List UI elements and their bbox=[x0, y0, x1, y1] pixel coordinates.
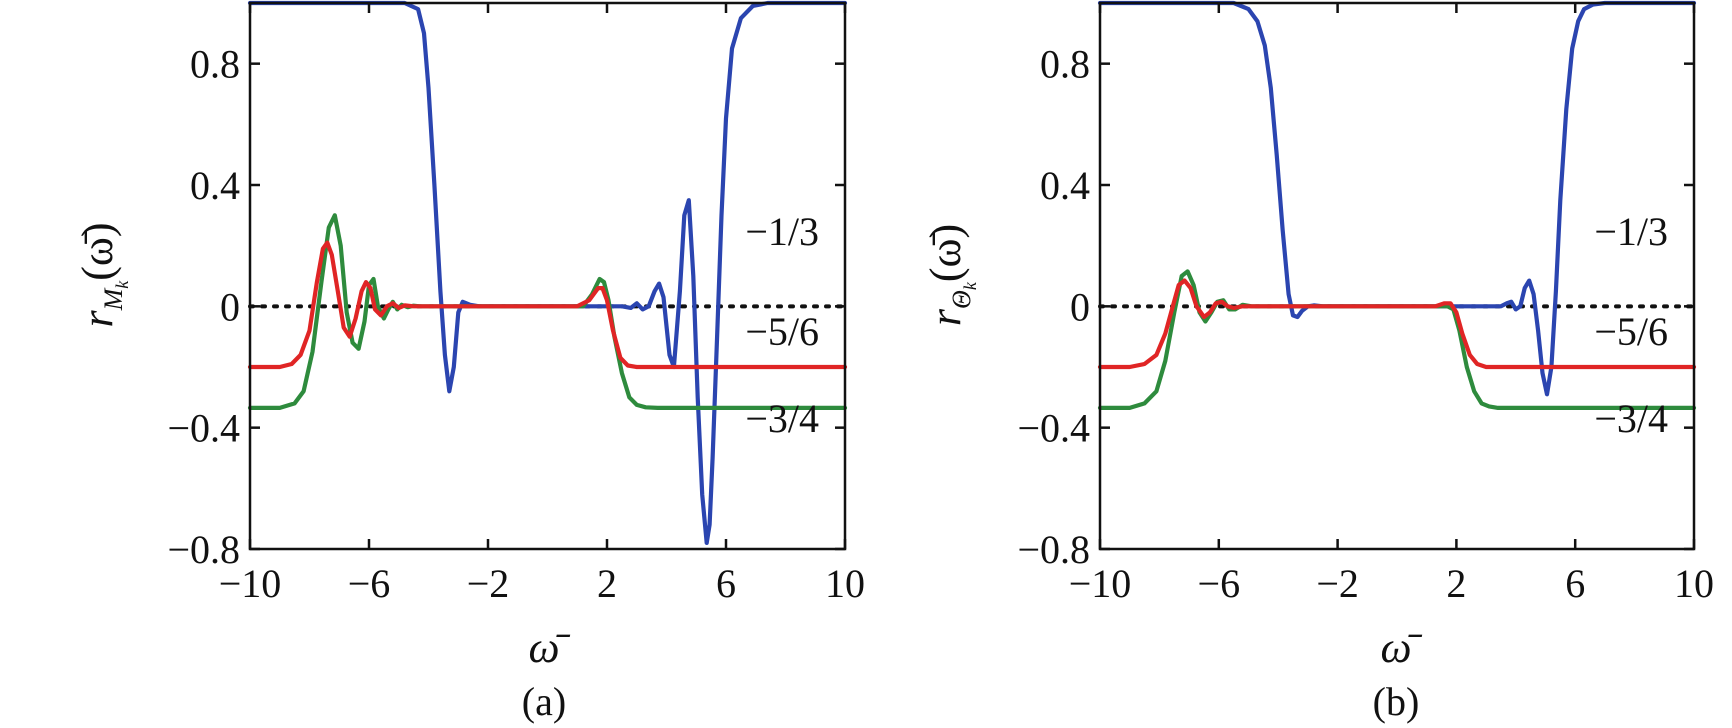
panel-b-xtick-label: −6 bbox=[1198, 561, 1241, 606]
panel-a-series-minus-5-over-6 bbox=[247, 240, 848, 370]
panel-a-marks: −10 −6 −2 2 6 10 −0.8 −0.4 0 0.4 0.8 −1/3 −5/6 −3/4 bbox=[167, 0, 865, 606]
panel-a: −10 −6 −2 2 6 10 −0.8 −0.4 0 0.4 0.8 −1/3 −5/6 −3/4 (… bbox=[73, 0, 865, 724]
panel-b-ytick-label: 0 bbox=[1070, 284, 1090, 329]
panel-a-ytick-label: −0.8 bbox=[167, 527, 240, 572]
panel-a-series-annotation: −3/4 bbox=[745, 396, 819, 441]
panel-b-xlabel: ω̄ bbox=[1380, 623, 1422, 672]
panel-a-ylabel-subsub: k bbox=[112, 280, 132, 289]
panel-a-xtick-label: −10 bbox=[219, 561, 282, 606]
panel-b-ylabel-subsub: k bbox=[960, 281, 980, 290]
panel-a-xtick-label: −6 bbox=[348, 561, 391, 606]
panel-a-xtick-label: 10 bbox=[825, 561, 865, 606]
panel-a-ytick-label: 0 bbox=[220, 284, 240, 329]
panel-a-xtick-label: −2 bbox=[467, 561, 510, 606]
panel-b-series-annotation: −3/4 bbox=[1594, 396, 1668, 441]
panel-b-ylabel-arg: (ω̄) bbox=[921, 224, 970, 282]
panel-a-ylabel-arg: (ω̄) bbox=[73, 222, 122, 280]
panel-b-marks: −10 −6 −2 2 6 10 −0.8 −0.4 0 0.4 0.8 −1/3 −5/6 −3/4 bbox=[1017, 0, 1714, 606]
panel-b-series-annotation: −5/6 bbox=[1594, 309, 1668, 354]
panel-b-series-minus-5-over-6 bbox=[1097, 278, 1697, 370]
panel-a-ylabel-main: r bbox=[73, 310, 122, 328]
panel-b: −10 −6 −2 2 6 10 −0.8 −0.4 0 0.4 0.8 −1/3 −5/6 −3/4 (… bbox=[921, 0, 1714, 724]
panel-b-xtick-label: 6 bbox=[1565, 561, 1585, 606]
panel-a-xlabel: ω̄ bbox=[528, 623, 570, 672]
panel-a-ylabel-sub: M bbox=[99, 287, 128, 311]
panel-a-ytick-label: 0.4 bbox=[190, 163, 240, 208]
panel-a-xtick-label: 6 bbox=[716, 561, 736, 606]
panel-b-axes-frame bbox=[1098, 1, 1696, 551]
panel-b-ylabel-sub: Θ bbox=[947, 290, 976, 309]
panel-a-ytick-label: 0.8 bbox=[190, 42, 240, 87]
panel-b-ylabel: rΘk(ω̄) bbox=[921, 224, 980, 326]
svg-text:rΘk(ω̄): rΘk(ω̄) bbox=[921, 224, 980, 326]
panel-a-axes-frame bbox=[248, 1, 847, 551]
panel-a-caption: (a) bbox=[522, 679, 566, 724]
panel-a-ylabel: rMk(ω̄) bbox=[73, 222, 132, 327]
svg-text:rMk(ω̄): rMk(ω̄) bbox=[73, 222, 132, 327]
panel-a-xtick-label: 2 bbox=[597, 561, 617, 606]
panel-b-caption: (b) bbox=[1373, 679, 1420, 724]
panel-b-series-minus-1-over-3 bbox=[1097, 0, 1697, 397]
panel-a-series-minus-1-over-3 bbox=[247, 0, 848, 545]
panel-b-ytick-label: 0.4 bbox=[1040, 163, 1090, 208]
panel-b-xtick-label: 2 bbox=[1446, 561, 1466, 606]
panel-b-xtick-label: 10 bbox=[1674, 561, 1714, 606]
panel-b-ytick-label: −0.8 bbox=[1017, 527, 1090, 572]
panel-b-xtick-label: −2 bbox=[1316, 561, 1359, 606]
panel-b-xtick-label: −10 bbox=[1069, 561, 1132, 606]
panel-b-series-annotation: −1/3 bbox=[1594, 209, 1668, 254]
panel-a-series-annotation: −1/3 bbox=[745, 209, 819, 254]
panel-b-ytick-label: −0.4 bbox=[1017, 406, 1090, 451]
panel-b-ytick-label: 0.8 bbox=[1040, 42, 1090, 87]
panel-b-ylabel-main: r bbox=[921, 308, 970, 326]
panel-a-series-annotation: −5/6 bbox=[745, 309, 819, 354]
panel-a-ytick-label: −0.4 bbox=[167, 406, 240, 451]
